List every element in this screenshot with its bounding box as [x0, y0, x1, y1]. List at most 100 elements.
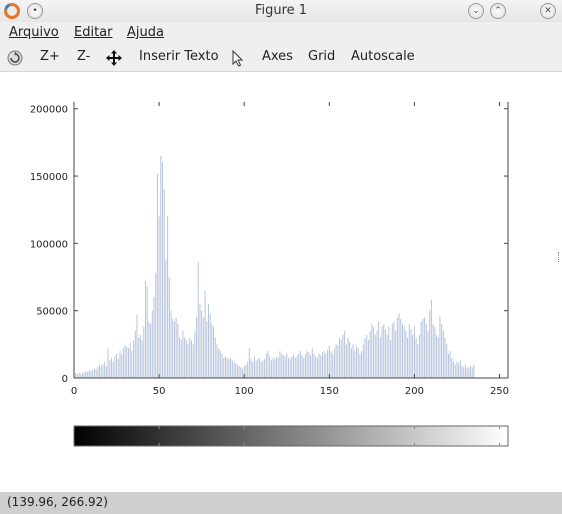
histogram-bar: [133, 340, 135, 378]
histogram-bar: [444, 337, 446, 378]
cursor-coordinates: (139.96, 266.92): [7, 495, 108, 509]
histogram-bar: [138, 337, 140, 378]
histogram-bar: [180, 340, 182, 378]
close-icon[interactable]: ✕: [540, 3, 556, 19]
pan-icon[interactable]: [105, 49, 123, 67]
rotate-icon[interactable]: [6, 49, 24, 67]
histogram-bar: [127, 348, 129, 378]
histogram-bar: [350, 348, 352, 378]
histogram-bar: [291, 356, 293, 378]
histogram-bar: [259, 357, 261, 378]
histogram-bar: [400, 318, 402, 378]
x-tick-label: 0: [71, 386, 77, 397]
histogram-bar: [378, 321, 380, 378]
histogram-bar: [163, 189, 165, 378]
octave-logo-icon[interactable]: [4, 3, 20, 19]
histogram-bar: [335, 344, 337, 378]
histogram-bar: [391, 324, 393, 378]
histogram-bar: [240, 367, 242, 378]
maximize-icon[interactable]: ⌃: [490, 3, 506, 19]
histogram-bar: [114, 356, 116, 378]
histogram-bar: [447, 353, 449, 378]
menu-arquivo[interactable]: Arquivo: [9, 25, 59, 40]
histogram-bar: [252, 361, 254, 378]
histogram-bar: [214, 337, 216, 378]
histogram-bar: [218, 348, 220, 378]
histogram-bar: [247, 361, 249, 378]
histogram-bar: [105, 365, 107, 378]
histogram-bar: [104, 361, 106, 378]
menu-circle-icon[interactable]: •: [27, 3, 43, 19]
x-tick-label: 200: [405, 386, 424, 397]
histogram-bar: [403, 326, 405, 378]
histogram-bar: [458, 363, 460, 378]
histogram-bar: [289, 359, 291, 378]
histogram-bar: [383, 324, 385, 378]
histogram-bar: [221, 353, 223, 378]
histogram-bar: [284, 356, 286, 378]
histogram-bar: [277, 357, 279, 378]
histogram-bar: [272, 357, 274, 378]
histogram-bar: [238, 365, 240, 378]
histogram-bar: [172, 318, 174, 378]
histogram-bar: [427, 330, 429, 378]
axes-button[interactable]: Axes: [262, 49, 293, 64]
figure-canvas[interactable]: 0 50 100 150 200 250 0 50000 100000 150000 200000: [0, 72, 562, 492]
histogram-bar: [270, 360, 272, 378]
histogram-bar: [194, 330, 196, 378]
histogram-bar: [294, 357, 296, 378]
histogram-bar: [160, 155, 162, 378]
minimize-icon[interactable]: ⌄: [468, 3, 484, 19]
y-tick-label: 200000: [30, 105, 68, 116]
histogram-bar: [422, 318, 424, 378]
pointer-icon[interactable]: [229, 49, 247, 67]
zoom-out-button[interactable]: Z-: [77, 49, 91, 64]
histogram-bar: [99, 364, 101, 378]
histogram-bar: [456, 361, 458, 378]
histogram-bar: [371, 324, 373, 378]
histogram-bar: [356, 345, 358, 378]
autoscale-button[interactable]: Autoscale: [351, 49, 415, 64]
histogram-bar: [470, 365, 472, 378]
histogram-bar: [264, 359, 266, 378]
figure-toolbar: Z+ Z- Inserir Texto Axes Grid Autoscale: [0, 44, 562, 72]
histogram-bar: [126, 347, 128, 378]
window-title: Figure 1: [254, 3, 308, 18]
histogram-bar: [449, 351, 451, 378]
histogram-bar: [122, 348, 124, 378]
histogram-bar: [216, 344, 218, 378]
histogram-bar: [373, 326, 375, 378]
histogram-bar: [175, 317, 177, 378]
resize-grip[interactable]: [558, 252, 561, 262]
histogram-plot[interactable]: 0 50 100 150 200 250 0 50000 100000 150000 200000: [0, 72, 562, 492]
histogram-bar: [340, 340, 342, 378]
histogram-bar: [224, 356, 226, 378]
histogram-bar: [257, 359, 259, 378]
histogram-bar: [274, 359, 276, 378]
histogram-bar: [320, 355, 322, 378]
histogram-bar: [170, 310, 172, 378]
histogram-bar: [276, 356, 278, 378]
histogram-bar: [144, 281, 146, 378]
zoom-in-button[interactable]: Z+: [40, 49, 60, 64]
histogram-bar: [330, 351, 332, 378]
menu-ajuda[interactable]: Ajuda: [127, 25, 164, 40]
histogram-bar: [207, 303, 209, 378]
histogram-bar: [155, 272, 157, 378]
histogram-bar: [395, 330, 397, 378]
histogram-bar: [197, 262, 199, 378]
histogram-bar: [143, 326, 145, 378]
grid-button[interactable]: Grid: [308, 49, 336, 64]
histogram-bar: [408, 324, 410, 378]
histogram-bar: [83, 372, 85, 378]
histogram-bar: [119, 351, 121, 378]
histogram-bar: [323, 351, 325, 378]
histogram-bar: [344, 330, 346, 378]
histogram-bar: [311, 348, 313, 378]
histogram-bar: [453, 361, 455, 378]
insert-text-button[interactable]: Inserir Texto: [139, 49, 219, 64]
histogram-bar: [424, 317, 426, 378]
histogram-bar: [153, 297, 155, 378]
histogram-bar: [359, 353, 361, 378]
menu-editar[interactable]: Editar: [74, 25, 113, 40]
